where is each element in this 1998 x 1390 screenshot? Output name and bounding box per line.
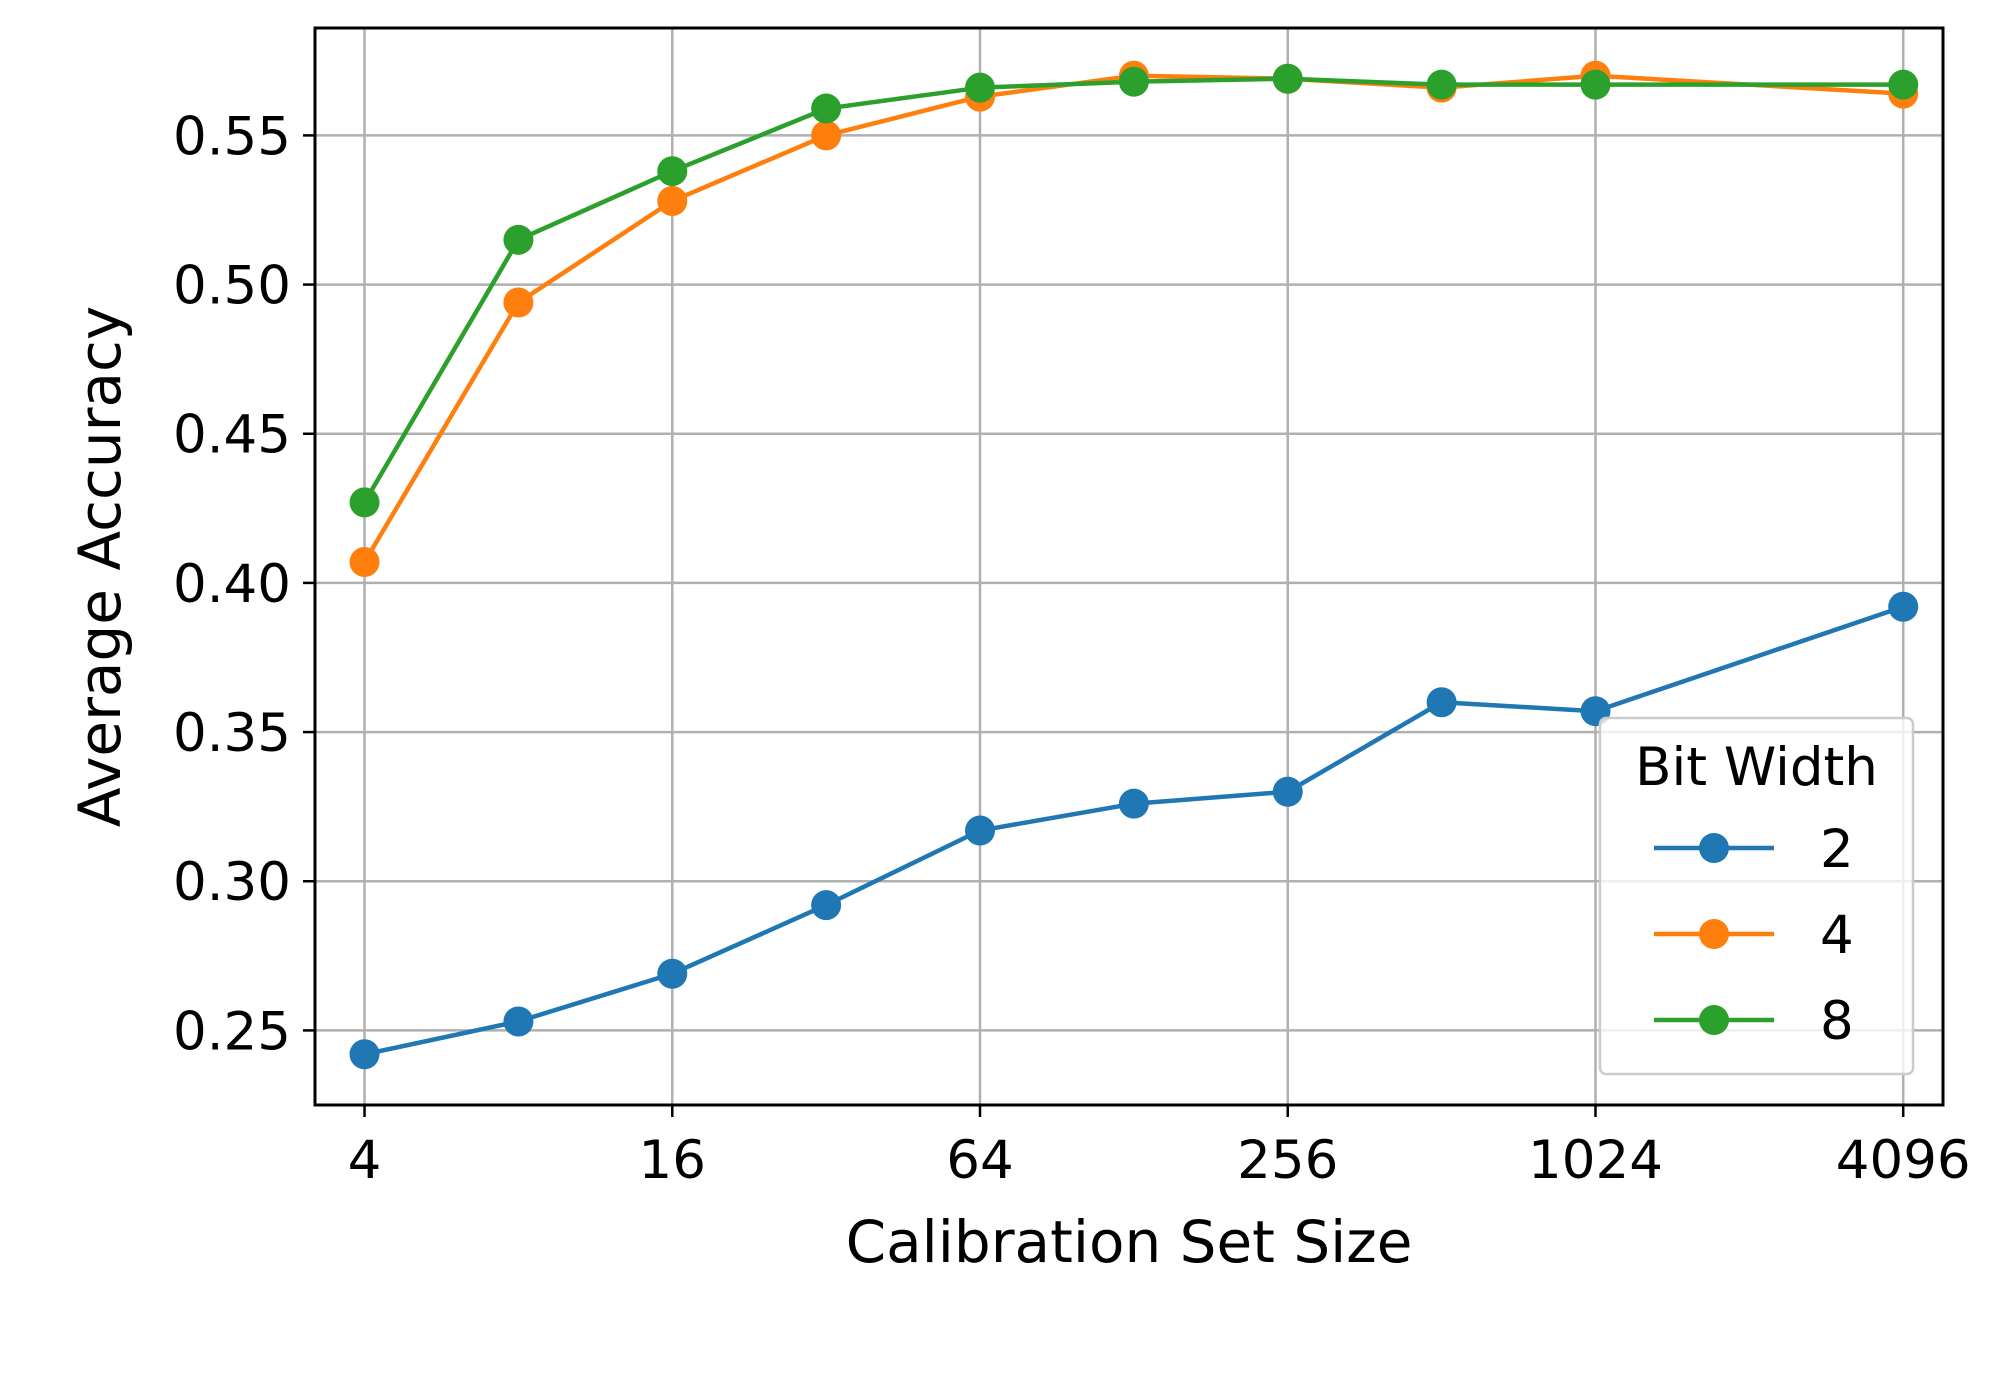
x-tick-label: 16 <box>639 1130 706 1191</box>
legend-label: 2 <box>1820 819 1854 880</box>
data-point <box>1272 63 1303 94</box>
y-tick-label: 0.35 <box>173 703 291 764</box>
data-point <box>965 72 996 103</box>
data-point <box>811 120 842 151</box>
y-axis-title: Average Accuracy <box>66 306 134 827</box>
legend-label: 8 <box>1820 991 1854 1052</box>
data-point <box>657 186 688 217</box>
data-point <box>657 958 688 989</box>
data-point <box>1888 69 1919 100</box>
y-tick-label: 0.45 <box>173 405 291 466</box>
data-point <box>1272 776 1303 807</box>
legend-box <box>1598 716 1915 1076</box>
legend-title: Bit Width <box>1635 737 1878 798</box>
plot-frame <box>313 26 1945 1107</box>
legend-marker <box>1699 919 1729 949</box>
data-point <box>811 890 842 921</box>
y-tick-label: 0.25 <box>173 1001 291 1062</box>
x-tick-label: 256 <box>1237 1130 1338 1191</box>
y-tick-label: 0.55 <box>173 106 291 167</box>
data-point <box>1118 788 1149 819</box>
x-tick-label: 64 <box>946 1130 1013 1191</box>
data-point <box>1580 69 1611 100</box>
legend-marker <box>1699 1005 1729 1035</box>
series-8 <box>349 63 1919 518</box>
grid-lines <box>315 28 1943 1105</box>
series-line <box>362 76 1906 505</box>
data-point <box>503 224 534 255</box>
x-tick-label: 4096 <box>1836 1130 1971 1191</box>
legend-item: 4 <box>1654 905 1854 966</box>
data-point <box>657 156 688 187</box>
series-4 <box>349 60 1919 578</box>
series-line <box>362 73 1906 565</box>
data-point <box>349 547 380 578</box>
data-point <box>965 815 996 846</box>
y-tick-label: 0.50 <box>173 256 291 317</box>
legend-item: 8 <box>1654 991 1854 1052</box>
legend: Bit Width 2 4 8 <box>1598 716 1915 1076</box>
data-point <box>1118 66 1149 97</box>
x-tick-label: 4 <box>348 1130 382 1191</box>
legend-label: 4 <box>1820 905 1854 966</box>
data-point <box>349 487 380 518</box>
series-line <box>362 604 1906 1057</box>
axis-ticks: 4 16 64 256 1024 4096 0.25 0.30 0.35 0.40 0.45 0.50… <box>173 106 1971 1191</box>
data-point <box>503 287 534 318</box>
x-axis-title: Calibration Set Size <box>846 1208 1413 1276</box>
data-point <box>503 1006 534 1037</box>
data-point <box>1426 69 1457 100</box>
series-layer <box>349 60 1919 1070</box>
y-tick-label: 0.40 <box>173 554 291 615</box>
data-point <box>349 1039 380 1070</box>
data-point <box>1426 687 1457 718</box>
data-point <box>1888 591 1919 622</box>
x-tick-label: 1024 <box>1528 1130 1663 1191</box>
legend-marker <box>1699 833 1729 863</box>
y-tick-label: 0.30 <box>173 852 291 913</box>
data-point <box>811 93 842 124</box>
legend-item: 2 <box>1654 819 1854 880</box>
